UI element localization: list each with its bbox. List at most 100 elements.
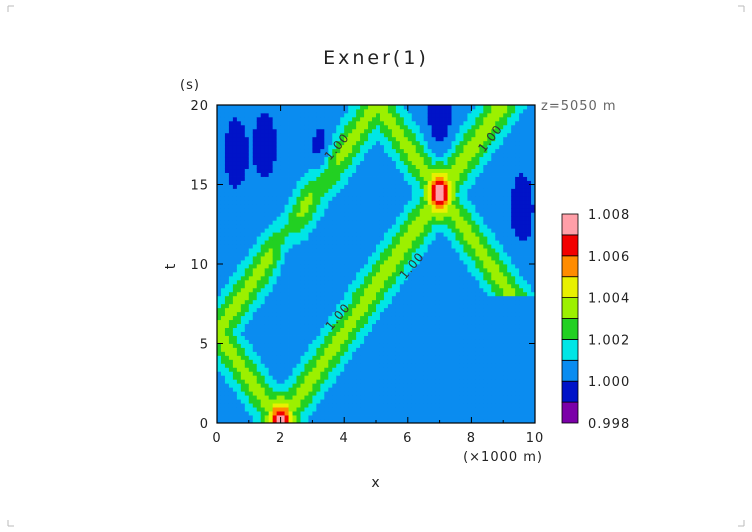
- field-cell: [407, 343, 413, 348]
- field-cell: [379, 108, 385, 114]
- field-cell: [431, 347, 437, 352]
- field-cell: [276, 335, 282, 340]
- field-cell: [296, 244, 301, 249]
- field-cell: [395, 303, 401, 309]
- field-cell: [443, 124, 448, 130]
- field-cell: [352, 132, 357, 138]
- field-cell: [320, 339, 325, 344]
- field-cell: [364, 359, 369, 364]
- field-cell: [383, 196, 389, 201]
- field-cell: [356, 192, 361, 197]
- field-cell: [435, 347, 441, 352]
- field-cell: [244, 283, 250, 289]
- field-cell: [312, 363, 317, 368]
- field-cell: [352, 295, 357, 301]
- field-cell: [228, 391, 234, 396]
- field-cell: [336, 168, 341, 173]
- field-cell: [268, 299, 274, 305]
- field-cell: [447, 220, 452, 225]
- field-cell: [447, 295, 452, 301]
- field-cell: [431, 192, 437, 197]
- field-cell: [427, 311, 433, 317]
- field-cell: [383, 339, 389, 344]
- field-cell: [387, 319, 393, 325]
- field-cell: [435, 140, 441, 146]
- field-cell: [328, 395, 333, 400]
- field-cell: [356, 295, 361, 301]
- field-cell: [419, 311, 425, 317]
- field-cell: [387, 355, 393, 360]
- field-cell: [419, 351, 425, 356]
- field-cell: [372, 172, 377, 177]
- field-cell: [356, 339, 361, 344]
- field-cell: [252, 415, 258, 420]
- field-cell: [232, 112, 238, 118]
- field-cell: [439, 395, 444, 400]
- field-cell: [435, 116, 441, 122]
- field-cell: [304, 323, 309, 329]
- field-cell: [316, 411, 321, 416]
- field-cell: [232, 391, 238, 396]
- field-cell: [328, 327, 333, 332]
- field-cell: [288, 315, 293, 321]
- field-cell: [459, 108, 464, 114]
- field-cell: [316, 415, 321, 420]
- field-cell: [300, 164, 305, 170]
- field-cell: [360, 148, 365, 154]
- field-cell: [336, 315, 341, 321]
- field-cell: [248, 136, 254, 142]
- field-cell: [344, 347, 349, 352]
- field-cell: [300, 264, 305, 269]
- field-cell: [240, 136, 246, 142]
- field-cell: [379, 315, 385, 321]
- field-cell: [272, 248, 278, 253]
- field-cell: [284, 108, 289, 114]
- field-cell: [411, 252, 417, 257]
- field-cell: [224, 236, 230, 241]
- field-cell: [252, 120, 258, 126]
- field-cell: [395, 184, 401, 189]
- field-cell: [224, 228, 230, 233]
- field-cell: [439, 180, 444, 185]
- field-cell: [395, 271, 401, 277]
- field-cell: [395, 240, 401, 245]
- field-cell: [276, 172, 282, 177]
- field-cell: [395, 156, 401, 162]
- field-cell: [336, 331, 341, 336]
- field-cell: [411, 136, 417, 142]
- field-cell: [447, 383, 452, 388]
- field-cell: [348, 128, 353, 134]
- field-cell: [240, 152, 246, 158]
- field-cell: [427, 411, 433, 416]
- field-cell: [431, 295, 437, 301]
- field-cell: [459, 252, 464, 257]
- field-cell: [272, 240, 278, 245]
- field-cell: [264, 252, 270, 257]
- field-cell: [236, 105, 242, 110]
- field-cell: [248, 343, 254, 348]
- field-cell: [228, 319, 234, 325]
- field-cell: [364, 180, 369, 185]
- field-cell: [423, 148, 429, 154]
- field-cell: [360, 359, 365, 364]
- field-cell: [284, 200, 289, 205]
- field-cell: [248, 391, 254, 396]
- field-cell: [415, 156, 421, 162]
- field-cell: [395, 287, 401, 293]
- field-cell: [320, 283, 325, 289]
- field-cell: [360, 120, 365, 126]
- field-cell: [252, 260, 258, 265]
- field-cell: [364, 355, 369, 360]
- field-cell: [423, 136, 429, 142]
- field-cell: [455, 192, 460, 197]
- field-cell: [368, 172, 373, 177]
- field-cell: [240, 248, 246, 253]
- field-cell: [419, 395, 425, 400]
- field-cell: [447, 319, 452, 325]
- field-cell: [391, 252, 397, 257]
- field-cell: [411, 363, 417, 368]
- field-cell: [443, 331, 448, 336]
- field-cell: [312, 128, 317, 134]
- field-cell: [236, 260, 242, 265]
- field-cell: [443, 208, 448, 213]
